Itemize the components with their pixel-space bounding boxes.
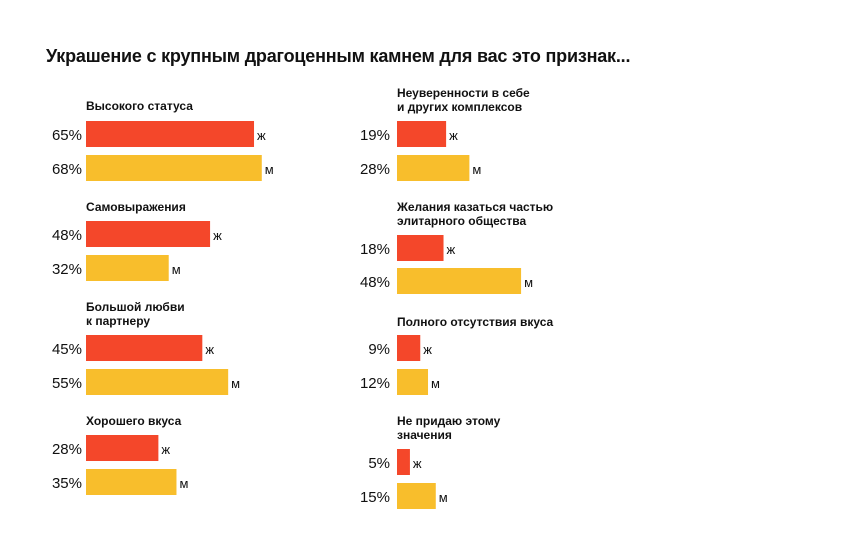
bar-m (86, 255, 169, 281)
value-label: 28% (52, 441, 82, 458)
bar-zh (397, 121, 447, 147)
series-label: ж (423, 342, 432, 357)
category-label: Полного отсутствия вкуса (397, 315, 554, 329)
value-label: 48% (360, 274, 390, 291)
category-label: к партнеру (86, 314, 150, 328)
value-label: 5% (368, 455, 390, 472)
bar-zh (86, 221, 211, 247)
bar-m (86, 469, 177, 495)
series-label: м (524, 275, 533, 290)
series-label: м (172, 262, 181, 277)
bar-zh (86, 121, 255, 147)
series-label: ж (449, 128, 458, 143)
value-label: 68% (52, 161, 82, 178)
chart-title: Украшение с крупным драгоценным камнем д… (46, 46, 631, 66)
bar-m (397, 369, 429, 395)
category-label: и других комплексов (397, 100, 522, 114)
bar-zh (86, 435, 159, 461)
category-label: Желания казаться частью (396, 200, 553, 214)
category-label: Не придаю этому (397, 414, 501, 428)
series-label: м (431, 376, 440, 391)
category-label: Высокого статуса (86, 99, 193, 113)
bar-m (86, 155, 262, 181)
series-label: ж (213, 228, 222, 243)
series-label: м (179, 476, 188, 491)
value-label: 12% (360, 375, 390, 392)
value-label: 32% (52, 261, 82, 278)
value-label: 18% (360, 241, 390, 258)
bar-m (397, 483, 436, 509)
category-label: Неуверенности в себе (397, 86, 530, 100)
value-label: 9% (368, 341, 390, 358)
bar-zh (397, 449, 410, 475)
category-label: Хорошего вкуса (86, 414, 182, 428)
value-label: 19% (360, 127, 390, 144)
value-label: 15% (360, 489, 390, 506)
series-label: ж (447, 242, 456, 257)
series-label: ж (161, 442, 170, 457)
series-label: ж (205, 342, 214, 357)
value-label: 35% (52, 475, 82, 492)
value-label: 45% (52, 341, 82, 358)
series-label: м (439, 490, 448, 505)
value-label: 48% (52, 227, 82, 244)
bar-zh (397, 335, 421, 361)
bar-m (86, 369, 229, 395)
series-label: м (472, 162, 481, 177)
value-label: 55% (52, 375, 82, 392)
bar-m (397, 268, 522, 294)
value-label: 65% (52, 127, 82, 144)
category-label: Самовыражения (86, 200, 186, 214)
category-label: Большой любви (86, 300, 185, 314)
series-label: ж (257, 128, 266, 143)
series-label: м (231, 376, 240, 391)
category-label: элитарного общества (397, 214, 526, 228)
series-label: м (265, 162, 274, 177)
category-label: значения (397, 428, 452, 442)
series-label: ж (413, 456, 422, 471)
value-label: 28% (360, 161, 390, 178)
bar-zh (397, 235, 444, 261)
bar-m (397, 155, 470, 181)
bar-zh (86, 335, 203, 361)
